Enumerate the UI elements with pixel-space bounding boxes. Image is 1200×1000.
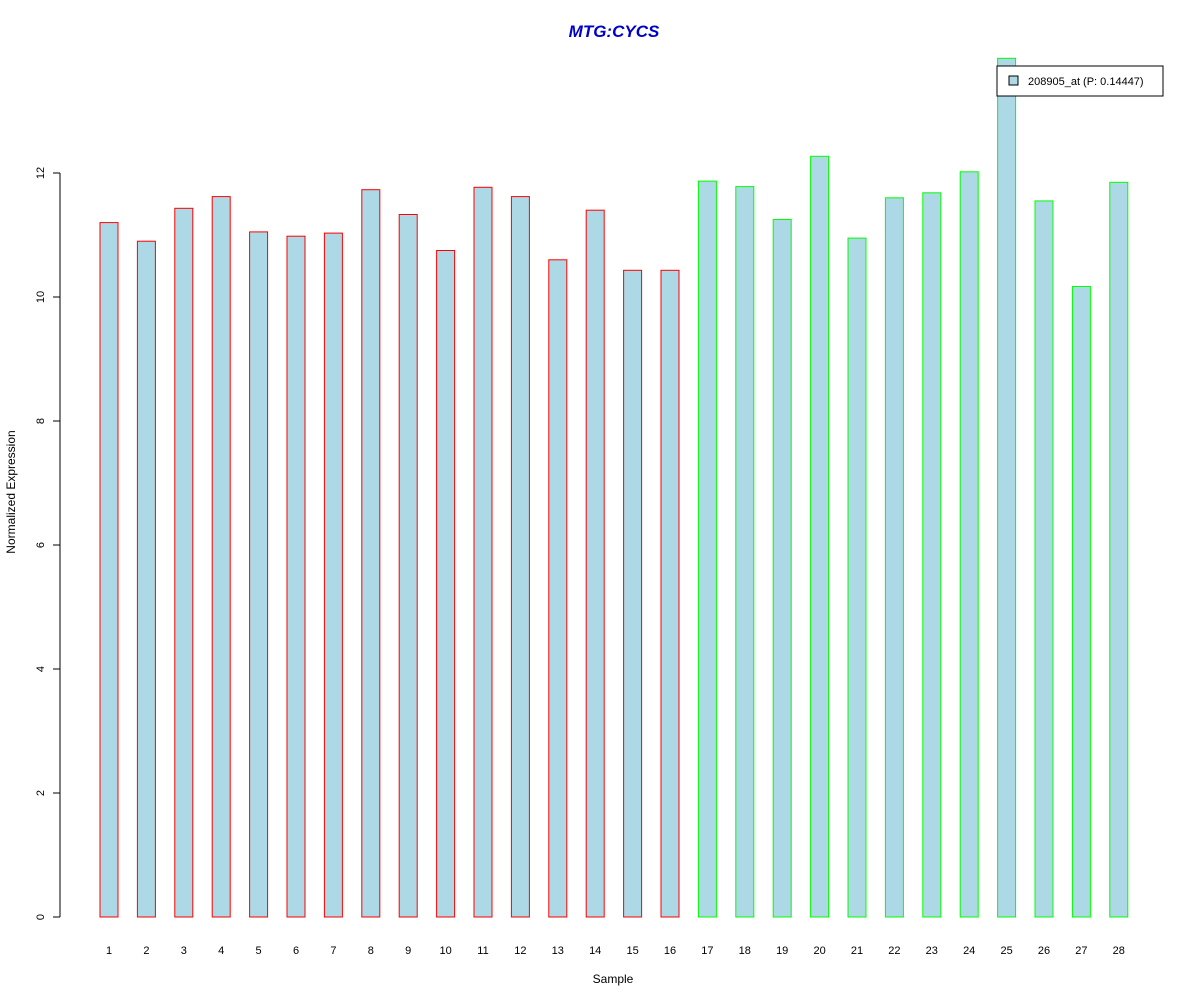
bar <box>623 269 643 918</box>
bar <box>398 214 418 918</box>
y-axis: 0 2 4 6 8 10 12 <box>35 167 61 920</box>
y-axis-label: Normalized Expression <box>4 430 18 553</box>
bar <box>211 196 231 918</box>
x-tick-label: 27 <box>1075 945 1087 957</box>
x-tick-label: 10 <box>439 945 451 957</box>
bar <box>1034 200 1054 918</box>
bar <box>697 180 717 918</box>
bar <box>1109 181 1129 918</box>
legend-box <box>996 65 1164 97</box>
bar <box>660 269 680 918</box>
bar <box>436 250 456 918</box>
legend: 208905_at (P: 0.14447) <box>996 65 1164 97</box>
bar <box>847 237 867 918</box>
bar <box>922 192 942 918</box>
bars <box>99 57 1129 918</box>
x-tick-label: 1 <box>106 945 112 957</box>
x-tick-label: 24 <box>963 945 975 957</box>
bar <box>286 235 306 918</box>
legend-swatch <box>1008 75 1019 86</box>
y-tick-label: 10 <box>35 291 47 303</box>
bar <box>997 57 1017 918</box>
bar <box>473 186 493 918</box>
x-tick-label: 26 <box>1038 945 1050 957</box>
x-tick-label: 17 <box>701 945 713 957</box>
x-tick-label: 21 <box>851 945 863 957</box>
y-tick-label: 6 <box>35 542 47 548</box>
x-tick-label: 8 <box>368 945 374 957</box>
x-tick-label: 6 <box>293 945 299 957</box>
bar <box>585 209 605 918</box>
x-tick-label: 3 <box>181 945 187 957</box>
bar <box>136 240 156 918</box>
x-tick-label: 25 <box>1000 945 1012 957</box>
bar <box>249 231 269 918</box>
x-tick-label: 13 <box>552 945 564 957</box>
x-tick-label: 22 <box>888 945 900 957</box>
x-tick-label: 12 <box>514 945 526 957</box>
bar <box>323 232 343 918</box>
bar <box>810 155 830 918</box>
x-axis-label: Sample <box>593 972 634 986</box>
bar <box>959 171 979 918</box>
x-tick-label: 5 <box>256 945 262 957</box>
x-tick-label: 11 <box>477 945 488 957</box>
x-tick-label: 15 <box>626 945 638 957</box>
x-tick-label: 28 <box>1113 945 1125 957</box>
bar <box>884 197 904 918</box>
y-tick-label: 12 <box>35 167 47 179</box>
y-tick-label: 8 <box>35 418 47 424</box>
x-tick-label: 4 <box>218 945 224 957</box>
y-tick-label: 2 <box>35 790 47 796</box>
x-tick-label: 23 <box>926 945 938 957</box>
x-tick-label: 2 <box>143 945 149 957</box>
bar <box>735 186 755 918</box>
bar <box>174 207 194 918</box>
legend-entry-label: 208905_at (P: 0.14447) <box>1028 76 1144 88</box>
x-tick-label: 7 <box>330 945 336 957</box>
bar <box>510 196 530 918</box>
bar <box>361 189 381 918</box>
x-tick-label: 20 <box>813 945 825 957</box>
chart-title: MTG:CYCS <box>569 22 660 41</box>
y-tick-label: 0 <box>35 914 47 920</box>
x-tick-labels: 1 2 3 4 5 6 7 8 9 10 11 12 13 14 15 16 17 18 19 20 21 22 23 24 2… <box>106 945 1125 957</box>
x-tick-label: 14 <box>589 945 601 957</box>
x-tick-label: 18 <box>739 945 751 957</box>
bar <box>548 259 568 918</box>
x-tick-label: 16 <box>664 945 676 957</box>
x-tick-label: 9 <box>405 945 411 957</box>
bar <box>772 219 792 918</box>
bar <box>99 222 119 918</box>
bar <box>1071 286 1091 918</box>
x-tick-label: 19 <box>776 945 788 957</box>
y-tick-label: 4 <box>35 666 47 672</box>
